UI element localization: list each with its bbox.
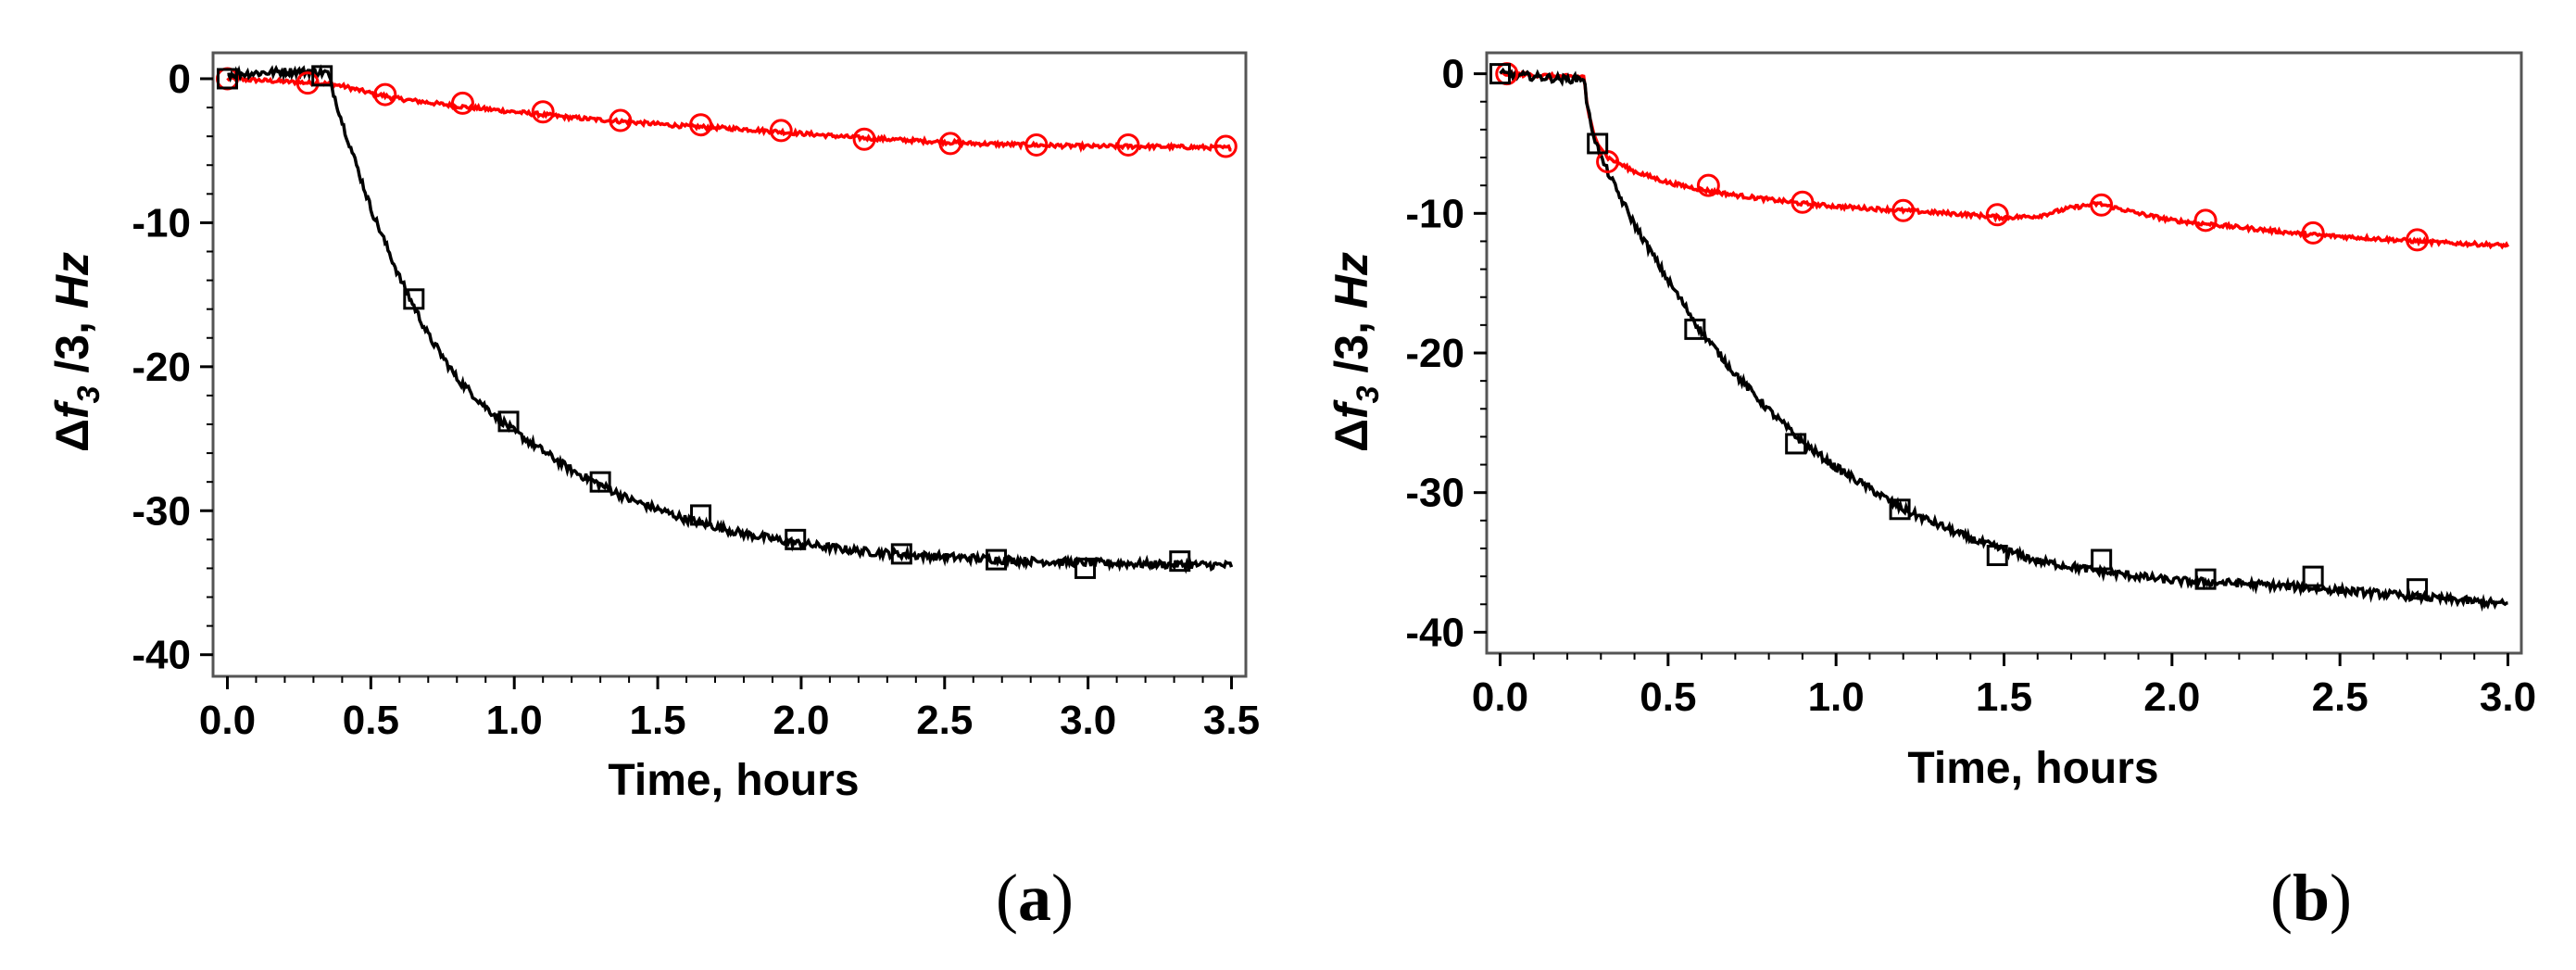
data-point-red [531, 100, 555, 124]
x-tick-label: 1.0 [486, 698, 543, 743]
x-tick-label: 2.5 [916, 698, 973, 743]
y-tick-label: 0 [1442, 52, 1464, 97]
data-point-red [2301, 220, 2325, 245]
data-point-red [689, 113, 713, 137]
data-point-black [986, 548, 1008, 571]
series-line-red [1500, 69, 2510, 250]
x-tick-label: 0.0 [199, 698, 256, 743]
y-tick-label: 0 [169, 57, 191, 102]
data-point-red [2406, 228, 2430, 252]
y-tick-label: -20 [1405, 331, 1464, 376]
x-tick-label: 1.5 [1976, 674, 2032, 720]
y-tick-label: -10 [1405, 191, 1464, 236]
y-tick-label: -40 [1405, 610, 1464, 655]
data-point-red [2090, 193, 2114, 217]
x-tick-label: 2.5 [2312, 674, 2369, 720]
data-point-black [311, 65, 333, 87]
y-tick-label: -40 [132, 633, 191, 678]
x-tick-label: 0.5 [1640, 674, 1696, 720]
data-point-black [1074, 557, 1097, 579]
panel-label: (a) [996, 861, 1074, 935]
data-point-red [1213, 134, 1238, 158]
data-point-red [609, 108, 633, 132]
data-point-black [1587, 132, 1609, 155]
data-point-black [589, 471, 611, 493]
data-point-red [769, 119, 793, 143]
y-tick-label: -20 [132, 345, 191, 390]
data-point-black [785, 528, 807, 550]
x-tick-label: 1.0 [1808, 674, 1865, 720]
data-point-black [1889, 498, 1911, 521]
series-line-black [227, 64, 1234, 574]
data-point-black [2302, 565, 2324, 587]
y-tick-label: -30 [1405, 471, 1464, 516]
x-tick-label: 3.0 [2480, 674, 2536, 720]
panel-label: (b) [2270, 861, 2352, 935]
data-point-red [1696, 173, 1720, 197]
chart-panel-b: Δf3 /3, Hz Time, hours (b) 0.0 0.5 1.0 1.5 2… [1326, 51, 2536, 935]
x-tick-label: 3.0 [1060, 698, 1116, 743]
data-point-red [1116, 132, 1140, 157]
data-point-black [497, 410, 520, 433]
data-point-black [2194, 568, 2217, 590]
data-point-red [852, 127, 876, 151]
series-line-black [1499, 67, 2508, 612]
y-tick-label: -10 [132, 200, 191, 246]
data-point-black [403, 288, 425, 310]
x-tick-label: 2.0 [773, 698, 829, 743]
data-point-black [2406, 578, 2429, 600]
chart-panel-a: Δf3 /3, Hz Time, hours (a) 0.0 0.5 1.0 1.5 2… [46, 51, 1260, 935]
data-point-black [1986, 545, 2008, 567]
plot-frame [1485, 51, 2523, 655]
data-point-black [890, 543, 912, 565]
x-axis-title: Time, hours [1907, 744, 2158, 793]
data-point-red [1791, 190, 1815, 214]
data-point-black [1169, 550, 1191, 573]
data-point-black [690, 504, 712, 526]
data-point-black [1785, 433, 1807, 455]
data-point-red [1024, 132, 1049, 157]
data-point-red [373, 82, 397, 107]
y-axis-title: Δf3 /3, Hz [46, 252, 107, 452]
x-tick-label: 0.0 [1472, 674, 1528, 720]
data-point-red [295, 71, 320, 95]
data-point-red [1985, 203, 2009, 227]
data-point-red [450, 91, 474, 115]
data-point-black [216, 68, 238, 90]
data-point-black [1684, 318, 1706, 340]
x-tick-label: 1.5 [629, 698, 685, 743]
y-tick-label: -30 [132, 488, 191, 534]
plot-frame [211, 51, 1248, 678]
y-axis-title: Δf3 /3, Hz [1326, 252, 1386, 452]
data-point-black [1489, 63, 1512, 85]
data-point-red [2193, 208, 2218, 233]
data-point-red [938, 132, 962, 156]
x-tick-label: 0.5 [343, 698, 399, 743]
x-tick-label: 2.0 [2143, 674, 2200, 720]
x-tick-label: 3.5 [1203, 698, 1260, 743]
x-axis-title: Time, hours [608, 756, 859, 805]
data-point-red [1891, 198, 1916, 222]
data-point-black [2091, 548, 2113, 571]
